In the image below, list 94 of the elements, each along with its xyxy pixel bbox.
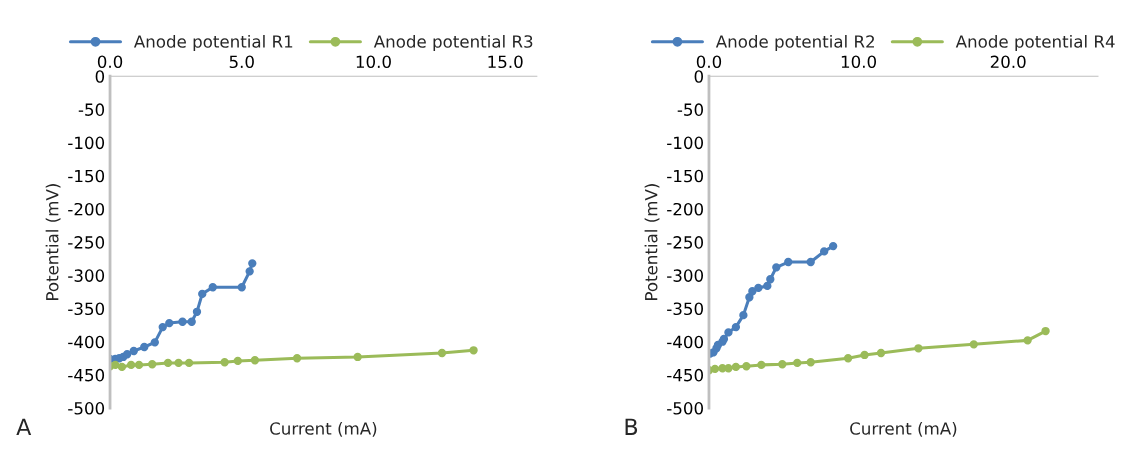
y-tick-label: -200	[667, 202, 703, 216]
y-tick-label: -200	[68, 202, 105, 216]
point	[860, 350, 869, 360]
x-tick-label: 15.0	[488, 55, 523, 69]
point	[165, 318, 174, 328]
point	[134, 360, 144, 370]
y-tick-label: -100	[667, 136, 703, 150]
point	[148, 360, 157, 369]
y-tick-label: 0	[95, 70, 105, 83]
y-axis-title: Potential (mV)	[644, 184, 660, 300]
x-tick-label: 0.0	[97, 55, 123, 69]
y-tick-label: -300	[667, 269, 703, 282]
point	[806, 257, 815, 267]
y-tick-label: -500	[667, 402, 703, 415]
legend-label: Anode potential R1	[133, 34, 293, 52]
point	[122, 350, 132, 359]
legend-label: Anode potential R4	[955, 34, 1115, 52]
point	[754, 283, 763, 293]
point	[140, 342, 149, 352]
y-tick-label: -400	[68, 335, 105, 349]
point	[248, 259, 257, 268]
x-axis-title: Current (mA)	[850, 421, 957, 437]
legend-label: Anode potential R2	[715, 34, 874, 52]
point	[126, 360, 136, 370]
point	[739, 310, 748, 320]
y-tick-label: -250	[667, 236, 703, 249]
point	[724, 328, 733, 337]
point	[208, 283, 217, 292]
point	[1023, 336, 1032, 345]
text: A	[16, 418, 32, 435]
x-tick-label: 10.0	[356, 55, 391, 69]
point	[1041, 326, 1050, 336]
point	[793, 358, 802, 368]
point	[437, 348, 447, 358]
y-tick-label: -100	[68, 136, 105, 150]
y-tick-label: -50	[78, 103, 105, 116]
point	[178, 317, 187, 326]
point	[784, 257, 793, 267]
point	[198, 289, 207, 299]
point	[820, 247, 829, 256]
point	[757, 360, 766, 370]
point	[914, 344, 923, 353]
point	[233, 356, 242, 366]
point	[710, 364, 720, 374]
y-tick-label: -350	[68, 302, 105, 316]
x-tick-label: 20.0	[990, 55, 1026, 69]
point	[353, 352, 362, 362]
point	[469, 346, 478, 355]
y-tick-label: -300	[68, 269, 105, 282]
point	[724, 364, 733, 373]
x-tick-label: 0.0	[696, 55, 722, 69]
y-tick-label: -450	[667, 368, 703, 382]
x-tick-label: 5.0	[229, 55, 254, 69]
point	[843, 354, 853, 363]
point	[292, 354, 302, 363]
point	[192, 307, 202, 316]
point	[772, 263, 781, 272]
point	[806, 358, 815, 367]
point	[969, 340, 978, 349]
y-tick-label: -500	[68, 402, 105, 415]
point	[250, 356, 260, 365]
y-tick-label: -250	[68, 236, 105, 249]
y-tick-label: -150	[667, 169, 703, 183]
legend-label: Anode potential R3	[373, 34, 533, 52]
point	[129, 346, 138, 356]
point	[731, 322, 741, 332]
y-tick-label: -350	[667, 302, 703, 316]
point	[876, 348, 886, 358]
y-tick-label: -150	[68, 169, 105, 183]
x-axis-title: Current (mA)	[270, 421, 377, 437]
y-tick-label: -450	[68, 368, 105, 382]
point	[163, 358, 173, 368]
point	[778, 360, 787, 369]
point	[174, 358, 183, 368]
point	[766, 275, 775, 284]
y-tick-label: -400	[667, 335, 703, 349]
point	[245, 267, 254, 276]
point	[111, 360, 120, 370]
point	[828, 241, 838, 251]
point	[731, 362, 741, 372]
point	[220, 358, 229, 367]
point	[187, 317, 196, 326]
y-axis-title: Potential (mV)	[45, 184, 61, 300]
point	[184, 358, 194, 368]
point	[742, 362, 751, 371]
point	[150, 338, 159, 347]
point	[237, 283, 246, 292]
point	[763, 281, 772, 291]
point	[117, 362, 127, 372]
point	[158, 322, 167, 332]
text: B	[625, 418, 638, 435]
y-tick-label: 0	[694, 70, 703, 83]
y-tick-label: -50	[677, 103, 703, 116]
x-tick-label: 10.0	[841, 55, 877, 69]
